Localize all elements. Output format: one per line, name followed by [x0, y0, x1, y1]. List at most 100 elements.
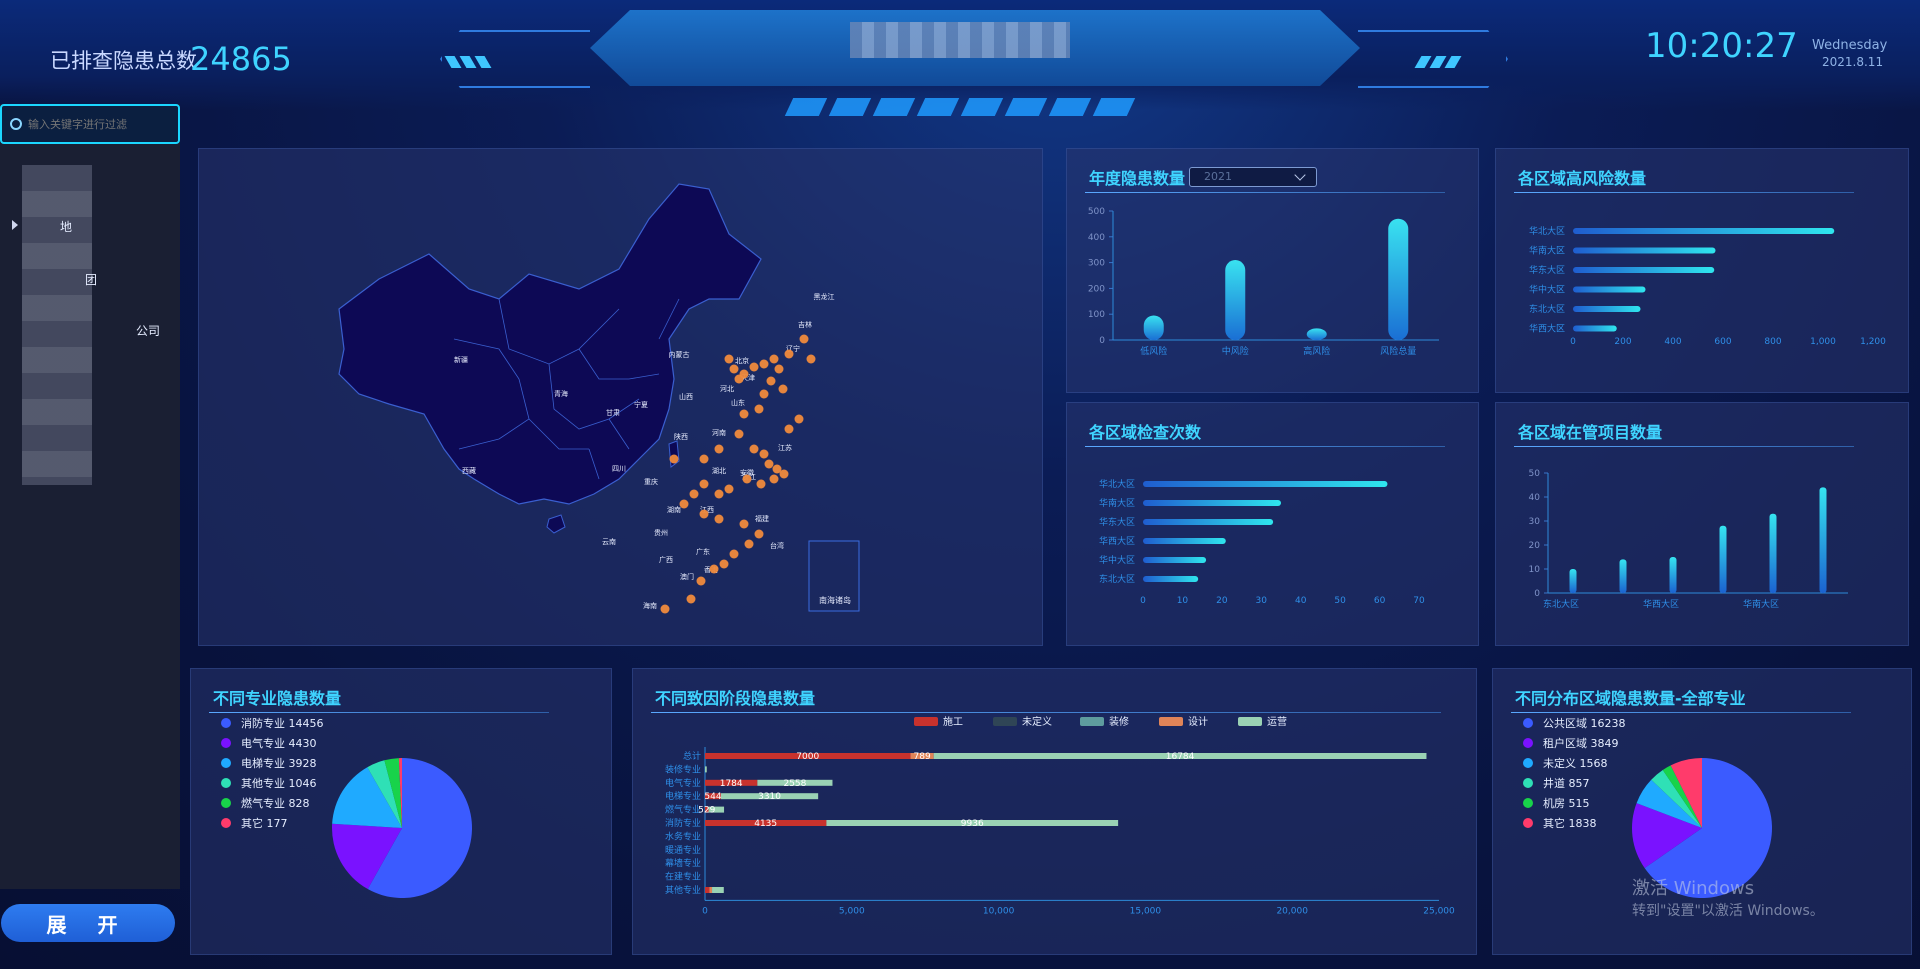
bar-segment: [720, 793, 819, 800]
data-label: 7000: [796, 752, 819, 762]
province-label: 辽宁: [786, 344, 800, 353]
legend-label: 设计: [1188, 715, 1208, 728]
projects-chart: 0 10 20 30 40 50 东北大区 华西大区 华南大区: [1529, 469, 1848, 610]
org-tree-redacted[interactable]: [22, 165, 92, 485]
app-title-redacted: [850, 22, 1070, 58]
y-tick-label: 华西大区: [1529, 323, 1565, 335]
legend-dot: [1523, 738, 1533, 748]
total-hazards-value: 24865: [190, 40, 292, 78]
legend-label: 燃气专业 828: [241, 797, 310, 810]
panel-title: 不同致因阶段隐患数量: [655, 689, 816, 708]
x-tick-label: 60: [1374, 596, 1386, 606]
bar: [1143, 500, 1281, 506]
hazard-dot: [779, 469, 789, 479]
hazard-dot: [709, 564, 719, 574]
y-tick-label: 华中大区: [1099, 554, 1135, 566]
data-label: 2558: [783, 779, 806, 789]
province-label: 海南: [643, 601, 657, 610]
hazard-dot: [724, 484, 734, 494]
legend-label: 电梯专业 3928: [241, 757, 317, 770]
bar: [1719, 525, 1727, 593]
province-label: 云南: [602, 537, 616, 546]
y-tick-label: 幕墙专业: [665, 857, 701, 869]
title-underline: [1085, 192, 1445, 193]
legend-item[interactable]: 未定义 1568: [1523, 755, 1608, 771]
hazard-dot: [729, 364, 739, 374]
y-tick-label: 500: [1088, 207, 1105, 217]
tree-item[interactable]: 公司: [136, 324, 161, 338]
province-label: 天津: [741, 374, 755, 382]
year-select[interactable]: 2021: [1189, 167, 1317, 187]
activation-watermark-title: 激活 Windows: [1632, 878, 1755, 899]
legend-item[interactable]: 燃气专业 828: [221, 795, 310, 811]
bar-segment: [705, 753, 911, 759]
bar: [1569, 569, 1577, 593]
legend-item[interactable]: 电气专业 4430: [221, 735, 317, 751]
x-tick-label: 0: [1570, 337, 1576, 347]
y-tick-label: 0: [1099, 336, 1105, 346]
bar: [1573, 267, 1715, 273]
province-label: 重庆: [644, 477, 658, 486]
chevron-down-icon: [1294, 169, 1306, 181]
y-tick-label: 电气专业: [665, 777, 701, 789]
hazard-dot: [784, 349, 794, 359]
inspections-panel: 各区域检查次数 华北大区 华南大区 华东大区 华西大区 华中大区 东北大区 0 10 20 30 4…: [1066, 402, 1479, 646]
bar: [1143, 481, 1388, 487]
legend-item[interactable]: 其他专业 1046: [221, 775, 317, 791]
y-tick-label: 40: [1529, 493, 1541, 503]
legend-item[interactable]: 公共区域 16238: [1523, 715, 1626, 731]
legend-label: 其它 1838: [1543, 817, 1597, 830]
y-tick-label: 其他专业: [665, 884, 701, 896]
y-tick-label: 华东大区: [1099, 516, 1135, 528]
caret-right-icon[interactable]: [12, 220, 18, 230]
china-outline: [338, 183, 762, 505]
hazard-dot: [774, 364, 784, 374]
legend-item[interactable]: 电梯专业 3928: [221, 755, 317, 771]
hazard-dot: [660, 604, 670, 614]
legend-dot: [1523, 818, 1533, 828]
x-tick-label: 5,000: [839, 906, 865, 916]
province-label: 甘肃: [606, 408, 620, 417]
filter-input[interactable]: [28, 117, 168, 131]
hazard-dot: [772, 464, 782, 474]
pie-slice: [332, 767, 402, 828]
pie-slice: [384, 758, 402, 828]
legend-item[interactable]: 机房 515: [1523, 795, 1590, 811]
y-tick-label: 300: [1088, 259, 1105, 269]
legend-label: 未定义 1568: [1543, 757, 1608, 770]
legend-item[interactable]: 其它 177: [221, 815, 288, 831]
tree-item[interactable]: 地: [60, 220, 73, 234]
pie-slice: [1636, 779, 1702, 828]
filter-box[interactable]: [0, 104, 180, 144]
bar: [1225, 260, 1246, 340]
panel-title: 年度隐患数量: [1089, 169, 1186, 188]
south-sea-inset: [808, 540, 860, 612]
hazard-dot: [714, 514, 724, 524]
distribution-panel: 不同分布区域隐患数量-全部专业 公共区域 16238 租户区域 3849 未定义 1…: [1492, 668, 1912, 955]
projects-panel: 各区域在管项目数量 0 10 20 30 40 50 东北大区 华西大区 华南大区: [1495, 402, 1909, 646]
legend-label: 未定义: [1022, 715, 1052, 728]
annual-chart: 0 100 200 300 400 500 低风险 中风险 高风险 风险总量: [1088, 207, 1439, 357]
legend-item[interactable]: 其它 1838: [1523, 815, 1597, 831]
x-tick-label: 1,200: [1860, 337, 1886, 347]
y-tick-label: 0: [1534, 589, 1540, 599]
hazard-dot: [724, 354, 734, 364]
x-tick-label: 40: [1295, 596, 1307, 606]
panel-title: 不同分布区域隐患数量-全部专业: [1515, 689, 1746, 708]
bar-segment: [705, 887, 710, 893]
legend-item[interactable]: 消防专业 14456: [221, 715, 324, 731]
hazard-dot: [739, 369, 749, 379]
hazard-dot: [739, 519, 749, 529]
legend-item[interactable]: 租户区域 3849: [1523, 735, 1619, 751]
expand-button[interactable]: 展 开: [1, 904, 175, 942]
legend-dot: [221, 818, 231, 828]
hazard-dot: [759, 359, 769, 369]
pie-slice: [1662, 765, 1702, 828]
x-tick-label: 50: [1334, 596, 1346, 606]
tree-item[interactable]: 团: [85, 273, 98, 287]
legend-item[interactable]: 井道 857: [1523, 775, 1590, 791]
phase-panel: 不同致因阶段隐患数量 施工 未定义 装修 设计 运营 总计 7000 789 16784 装修专业…: [632, 668, 1477, 955]
pie-slice: [367, 758, 473, 898]
province-label: 湖南: [667, 505, 681, 514]
